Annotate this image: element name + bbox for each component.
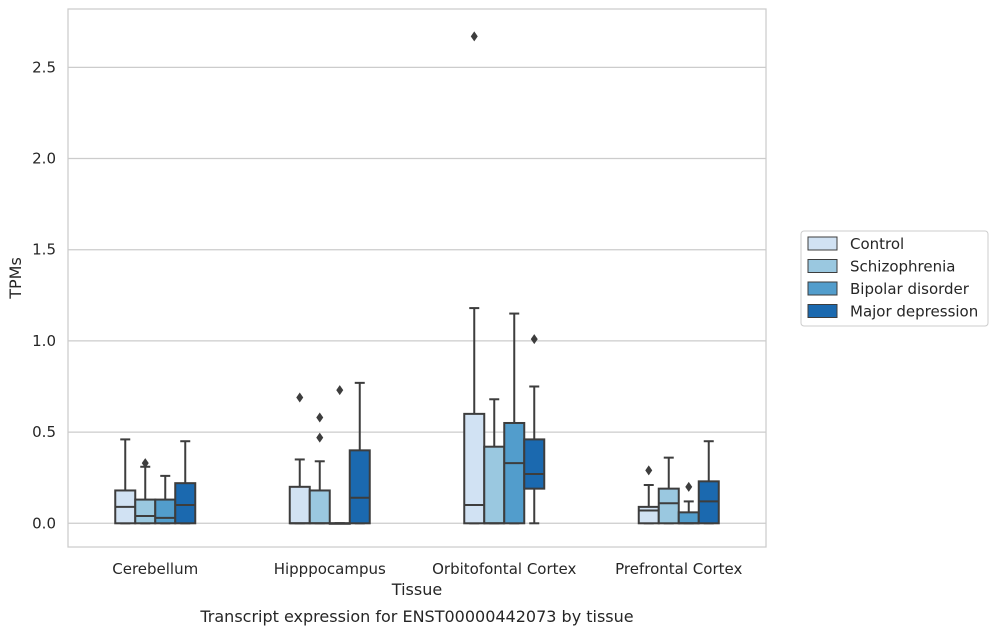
- outlier-point: [141, 458, 149, 469]
- y-tick-label: 1.0: [32, 332, 56, 350]
- outlier-point: [316, 432, 324, 443]
- x-tick-label: Orbitofontal Cortex: [432, 560, 576, 578]
- outlier-point: [470, 31, 478, 42]
- box-rect: [154, 498, 177, 525]
- box-rect: [503, 421, 526, 525]
- outlier-point: [530, 334, 538, 345]
- x-tick-label: Prefrontal Cortex: [615, 560, 742, 578]
- box-1-1: [308, 412, 331, 525]
- box-0-1: [134, 458, 157, 525]
- legend-label: Schizophrenia: [850, 258, 955, 276]
- box-1-3: [348, 381, 371, 525]
- x-axis-ticks: Cerebellum Hipppocampus Orbitofontal Corte…: [112, 560, 742, 578]
- box-2-1: [483, 398, 506, 525]
- box-3-1: [657, 456, 680, 525]
- legend-frame: [800, 230, 989, 327]
- outlier-point: [645, 465, 653, 476]
- legend-label: Control: [850, 235, 904, 253]
- outlier-point: [296, 392, 304, 403]
- legend: Control Schizophrenia Bipolar disorder Majo…: [800, 230, 989, 327]
- y-axis-ticks: 0.0 0.5 1.0 1.5 2.0 2.5: [32, 58, 56, 532]
- box-rect: [523, 438, 546, 490]
- y-axis-label: TPMs: [6, 257, 25, 300]
- box-3-0: [637, 465, 660, 525]
- box-2-2: [503, 312, 526, 525]
- legend-items: Control Schizophrenia Bipolar disorder Majo…: [807, 235, 978, 321]
- box-rect: [348, 449, 371, 525]
- outlier-point: [685, 481, 693, 492]
- x-tick-label: Hipppocampus: [274, 560, 386, 578]
- box-2-3: [523, 334, 546, 525]
- box-0-0: [114, 438, 137, 525]
- box-rect: [463, 412, 486, 525]
- legend-label: Bipolar disorder: [850, 280, 970, 298]
- box-rect: [483, 445, 506, 525]
- x-axis-label: Tissue: [391, 580, 442, 599]
- box-3-3: [697, 440, 720, 525]
- box-0-2: [154, 474, 177, 525]
- legend-swatch: [807, 236, 838, 251]
- box-rect: [134, 498, 157, 525]
- box-rect: [637, 505, 660, 525]
- box-rect: [657, 487, 680, 525]
- x-tick-label: Cerebellum: [112, 560, 198, 578]
- box-1-2: [328, 385, 351, 525]
- box-2-0: [463, 31, 486, 525]
- legend-swatch: [807, 281, 838, 296]
- y-tick-label: 0.0: [32, 514, 56, 532]
- box-rect: [308, 489, 331, 525]
- chart-caption: Transcript expression for ENST0000044207…: [199, 607, 633, 626]
- outlier-point: [316, 412, 324, 423]
- box-0-3: [174, 440, 197, 525]
- grid-lines: [68, 66, 766, 524]
- outlier-point: [336, 385, 344, 396]
- y-tick-label: 2.5: [32, 58, 56, 76]
- legend-swatch: [807, 259, 838, 273]
- legend-label: Major depression: [850, 303, 978, 321]
- y-tick-label: 0.5: [32, 423, 56, 441]
- box-rect: [288, 485, 311, 525]
- box-1-0: [288, 392, 311, 525]
- box-rect: [677, 511, 700, 525]
- legend-swatch: [807, 304, 838, 318]
- plot-area-frame: [67, 8, 767, 548]
- y-tick-label: 2.0: [32, 150, 56, 168]
- y-tick-label: 1.5: [32, 241, 56, 259]
- box-rect: [174, 482, 197, 525]
- box-3-2: [677, 481, 700, 525]
- boxes: [114, 31, 720, 525]
